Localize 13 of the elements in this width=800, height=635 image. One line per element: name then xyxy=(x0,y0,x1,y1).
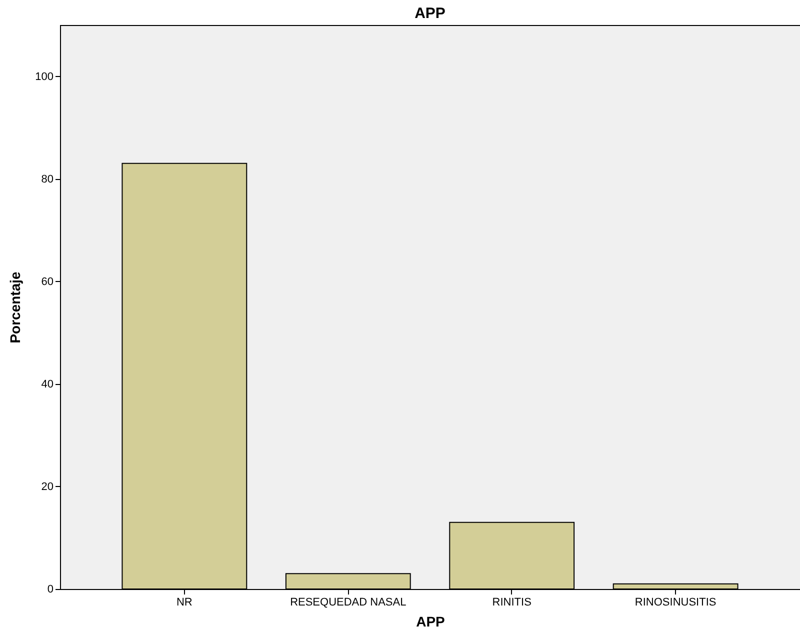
x-tick-label: RESEQUEDAD NASAL xyxy=(290,596,406,608)
x-axis-title: APP xyxy=(416,614,445,630)
y-tick-label: 100 xyxy=(35,70,54,83)
y-tick-label: 60 xyxy=(41,276,54,288)
y-tick-label: 20 xyxy=(41,480,54,493)
chart-title: APP xyxy=(414,5,446,22)
x-tick-label: NR xyxy=(176,596,192,608)
y-tick-label: 0 xyxy=(47,584,54,596)
y-tick-label: 80 xyxy=(41,173,54,186)
x-tick-label: RINITIS xyxy=(492,596,532,608)
y-tick-label: 40 xyxy=(41,378,54,390)
x-tick-label: RINOSINUSITIS xyxy=(634,596,716,608)
y-axis-title: Porcentaje xyxy=(7,271,24,344)
